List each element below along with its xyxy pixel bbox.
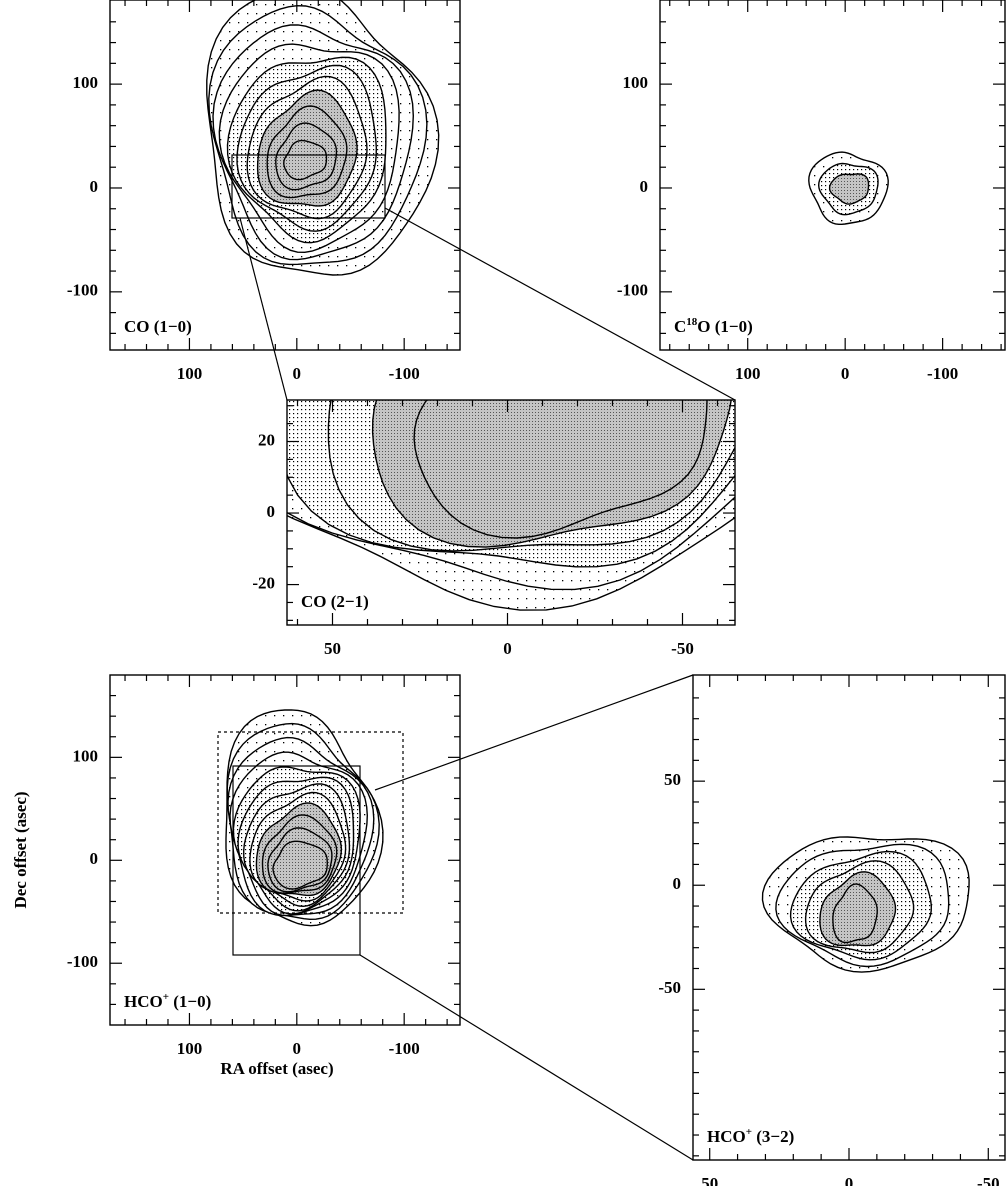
- panel: 50 0 -50 50 0 -50 HCO+ (3−2): [658, 674, 1006, 1186]
- label-part: 18: [686, 316, 698, 328]
- label-part: HCO: [707, 1127, 746, 1146]
- label-part: HCO: [124, 992, 163, 1011]
- panel: 100 0 -100 100 0 -100 CO (1−0): [67, 0, 461, 383]
- panel-label: CO (2−1): [301, 592, 369, 611]
- y-tick-label: 0: [90, 177, 99, 196]
- contour: [413, 400, 708, 539]
- zoom-guides: [217, 154, 736, 1161]
- label-part: +: [163, 991, 169, 1003]
- panel: 100 0 -100 100 0 -100 C18O (1−0): [617, 0, 1006, 383]
- x-tick-label: 0: [841, 364, 850, 383]
- x-tick-label: -50: [671, 639, 694, 658]
- y-tick-label: 100: [623, 73, 649, 92]
- x-tick-label: 100: [177, 1039, 203, 1058]
- x-tick-label: 100: [177, 364, 203, 383]
- frame: [109, 0, 461, 351]
- y-axis-label: Dec offset (asec): [11, 791, 30, 908]
- y-tick-label: 50: [664, 770, 681, 789]
- y-tick-label: 0: [90, 849, 99, 868]
- x-tick-label: 0: [293, 364, 302, 383]
- y-tick-label: -20: [252, 573, 275, 592]
- frame: [659, 0, 1006, 351]
- contour: [272, 840, 329, 890]
- label-part: (1−0): [169, 992, 211, 1011]
- panel-label: HCO+ (1−0): [124, 991, 211, 1011]
- y-tick-label: 0: [640, 177, 649, 196]
- x-tick-label: -100: [927, 364, 958, 383]
- panel: 50 0 -50 20 0 -20 CO (2−1): [252, 399, 736, 658]
- panel-label: C18O (1−0): [674, 316, 753, 336]
- x-tick-label: 0: [845, 1174, 854, 1186]
- contour: [832, 883, 878, 944]
- x-tick-label: -100: [389, 364, 420, 383]
- panel-label: CO (1−0): [124, 317, 192, 336]
- y-tick-label: 0: [673, 874, 682, 893]
- y-tick-label: 100: [73, 746, 99, 765]
- label-part: CO (1−0): [124, 317, 192, 336]
- x-tick-label: 0: [503, 639, 512, 658]
- y-tick-label: -50: [658, 978, 681, 997]
- x-tick-label: -100: [389, 1039, 420, 1058]
- x-tick-label: 0: [293, 1039, 302, 1058]
- contours: [808, 151, 889, 225]
- label-part: C: [674, 317, 686, 336]
- contours: [761, 836, 970, 973]
- x-tick-label: -50: [977, 1174, 1000, 1186]
- y-tick-label: -100: [67, 952, 98, 971]
- label-part: (3−2): [752, 1127, 794, 1146]
- contours: [225, 709, 384, 927]
- frame: [109, 674, 461, 1026]
- label-part: +: [746, 1126, 752, 1138]
- y-tick-label: -100: [617, 281, 648, 300]
- contours: [287, 400, 735, 611]
- y-tick-label: -100: [67, 281, 98, 300]
- contour: [283, 139, 328, 181]
- x-tick-label: 100: [735, 364, 761, 383]
- x-axis-label: RA offset (asec): [220, 1059, 333, 1078]
- y-tick-label: 0: [267, 502, 276, 521]
- panel-label: HCO+ (3−2): [707, 1126, 794, 1146]
- contours: [206, 0, 440, 276]
- y-tick-label: 20: [258, 430, 275, 449]
- panel: 100 0 -100 100 0 -100 HCO+ (1−0) RA offset (ase…: [11, 674, 461, 1078]
- x-tick-label: 50: [701, 1174, 718, 1186]
- x-tick-label: 50: [324, 639, 341, 658]
- y-tick-label: 100: [73, 73, 99, 92]
- label-part: CO (2−1): [301, 592, 369, 611]
- label-part: O (1−0): [697, 317, 752, 336]
- contour: [828, 173, 870, 205]
